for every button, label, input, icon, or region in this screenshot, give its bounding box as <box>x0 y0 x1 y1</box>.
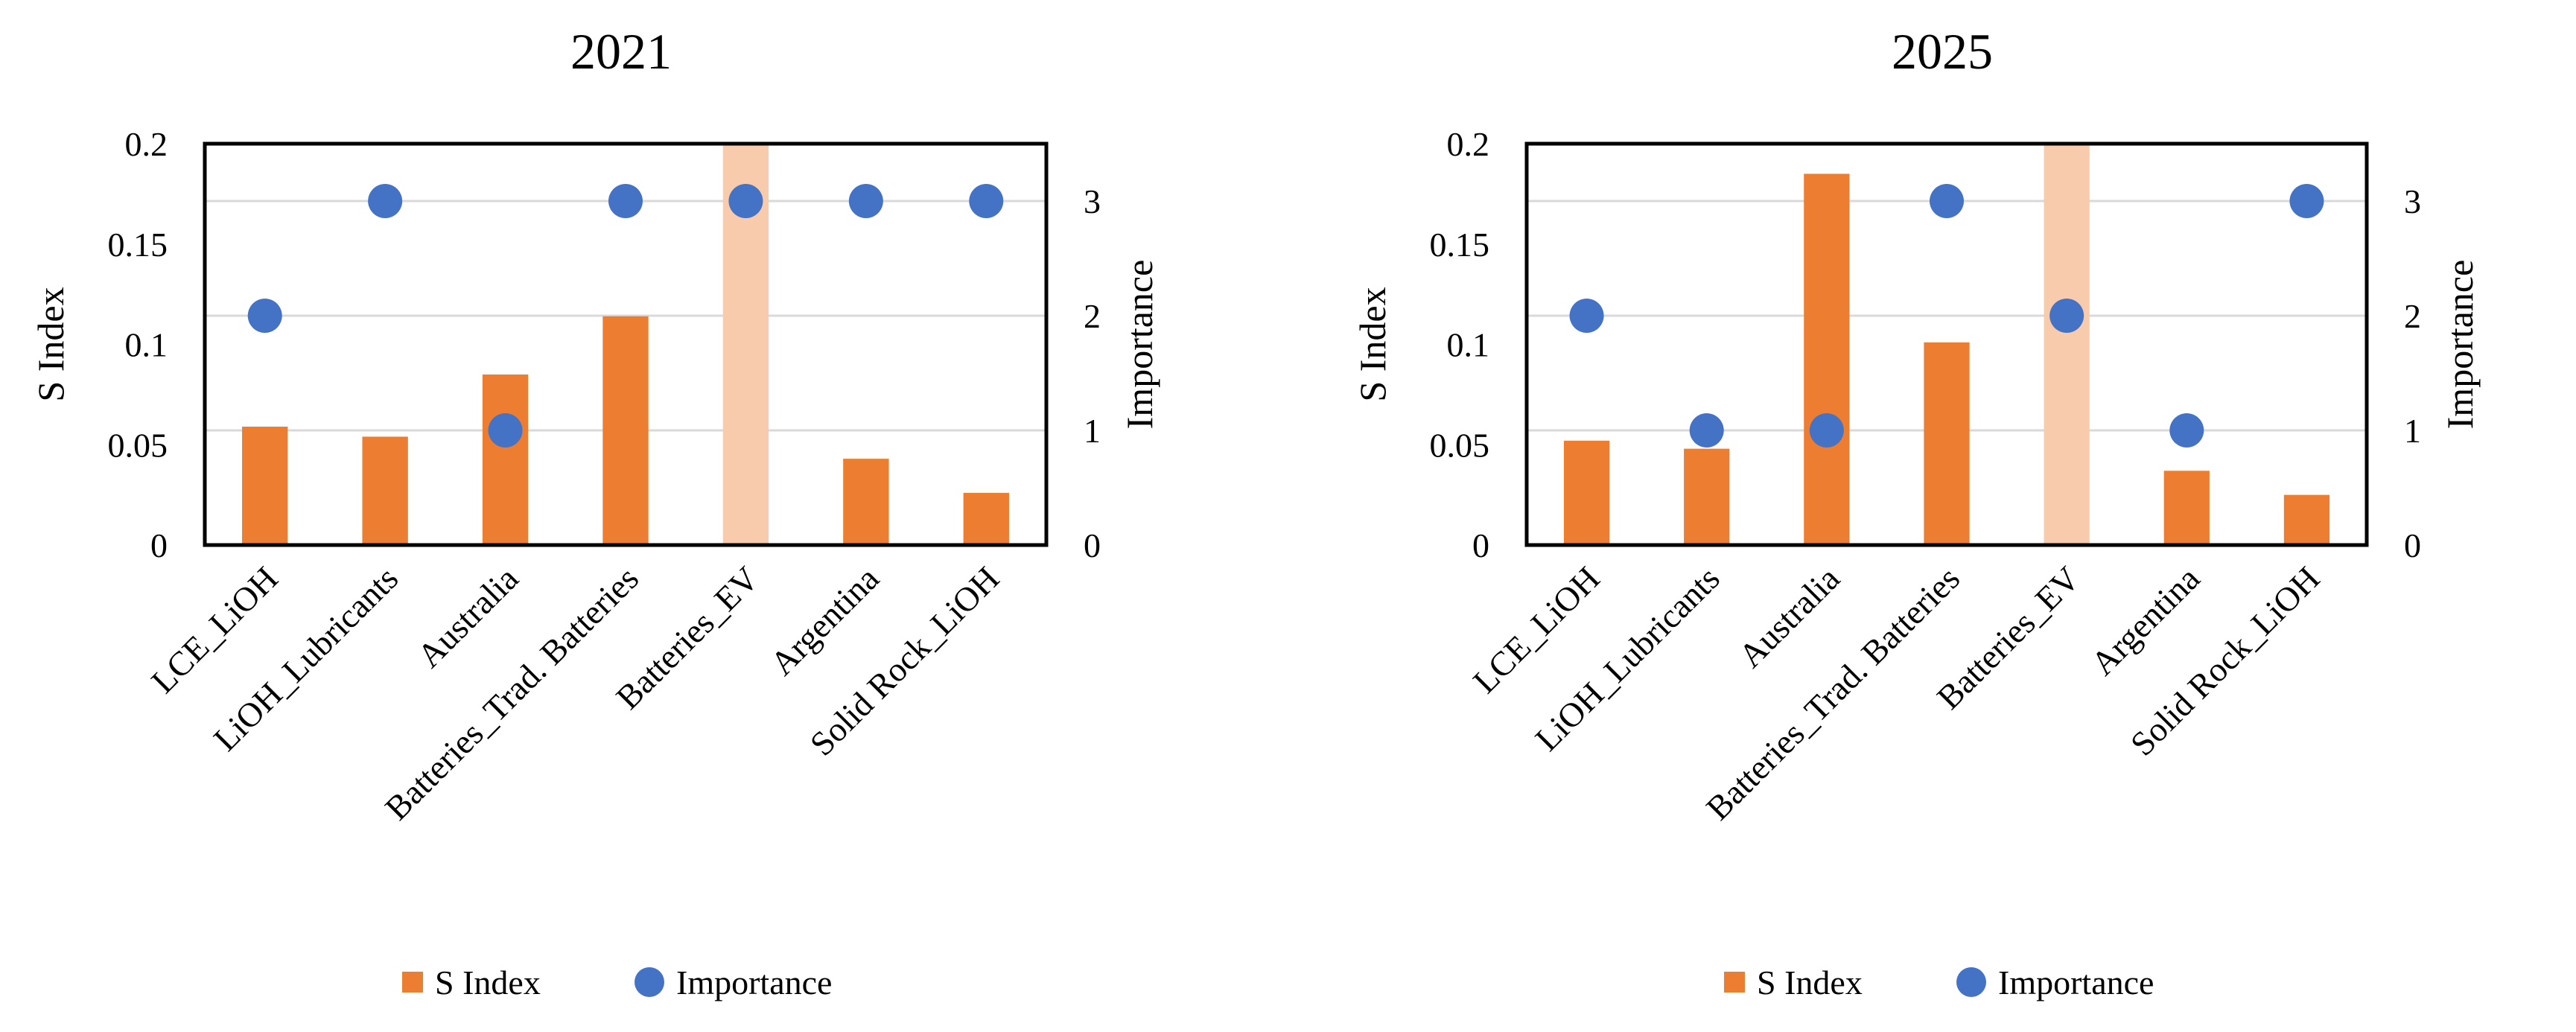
bar-Solid Rock_LiOH <box>2283 494 2330 545</box>
y-axis-title: S Index <box>1352 287 1393 401</box>
x-tick-label: Australia <box>1731 559 1847 675</box>
dot-Solid Rock_LiOH <box>2289 184 2324 218</box>
dot-LCE_LiOH <box>1569 299 1604 333</box>
chart-title: 2025 <box>1892 23 1993 80</box>
y-tick-label: 0 <box>150 526 168 564</box>
legend-swatch-s-index <box>402 972 423 993</box>
y-tick-label: 0 <box>1472 526 1489 564</box>
chart-2021: 2021 0 0.05 0.1 0.15 0.2 0 1 2 3 S Index Importance… <box>30 23 1160 1001</box>
y-tick-label: 0.15 <box>108 226 168 264</box>
legend-label-s-index: S Index <box>435 963 541 1001</box>
y2-tick-label: 0 <box>2404 526 2421 564</box>
legend-swatch-s-index <box>1724 972 1745 993</box>
bar-Solid Rock_LiOH <box>963 492 1009 545</box>
dot-Batteries_Trad. Batteries <box>608 184 643 218</box>
bar-Australia <box>1804 173 1850 546</box>
y2-tick-label: 2 <box>2404 297 2421 335</box>
dot-Australia <box>488 413 523 447</box>
y2-tick-label: 3 <box>1084 182 1101 220</box>
dot-Argentina <box>2169 413 2204 447</box>
bar-Batteries_EV <box>2044 144 2090 545</box>
legend-label-importance: Importance <box>1998 963 2154 1001</box>
y2-tick-label: 3 <box>2404 182 2421 220</box>
y2-tick-label: 0 <box>1084 526 1101 564</box>
bar-Argentina <box>843 459 889 545</box>
dot-LiOH_Lubricants <box>1689 413 1724 447</box>
bar-LiOH_Lubricants <box>362 436 408 545</box>
y-tick-label: 0.05 <box>1430 426 1490 464</box>
y-axis-title: S Index <box>30 287 71 401</box>
legend-swatch-importance <box>635 967 664 997</box>
legend: S Index Importance <box>402 963 832 1001</box>
x-tick-label: Argentina <box>2084 559 2207 683</box>
legend-label-s-index: S Index <box>1757 963 1863 1001</box>
chart-2025: 2025 0 0.05 0.1 0.15 0.2 0 1 2 3 S Index Importance… <box>1352 23 2481 1001</box>
dot-Australia <box>1809 413 1844 447</box>
chart-title: 2021 <box>570 23 672 80</box>
y-tick-label: 0.1 <box>125 326 168 364</box>
y-tick-label: 0.05 <box>108 426 168 464</box>
y-tick-label: 0.2 <box>1447 125 1490 163</box>
plot-frame <box>203 141 1049 547</box>
dot-Solid Rock_LiOH <box>969 184 1004 218</box>
bar-LCE_LiOH <box>242 426 288 545</box>
dot-LCE_LiOH <box>247 299 282 333</box>
x-tick-label: Argentina <box>763 559 886 683</box>
bar-Batteries_Trad. Batteries <box>1924 342 1970 545</box>
y2-axis-title: Importance <box>2439 260 2481 430</box>
dot-Batteries_Trad. Batteries <box>1930 184 1964 218</box>
dot-Argentina <box>848 184 883 218</box>
y-tick-label: 0.2 <box>125 125 168 163</box>
y2-tick-label: 1 <box>1084 412 1101 450</box>
y-tick-label: 0.1 <box>1447 326 1490 364</box>
bar-Australia <box>482 374 529 545</box>
dot-Batteries_EV <box>728 184 763 218</box>
legend-swatch-importance <box>1956 967 1986 997</box>
y2-tick-label: 1 <box>2404 412 2421 450</box>
y2-tick-label: 2 <box>1084 297 1101 335</box>
dot-LiOH_Lubricants <box>368 184 403 218</box>
legend: S Index Importance <box>1724 963 2154 1001</box>
bar-Argentina <box>2163 471 2210 545</box>
x-tick-label: Australia <box>410 559 525 675</box>
bar-LiOH_Lubricants <box>1684 448 1730 545</box>
plot-frame <box>1524 141 2369 547</box>
legend-label-importance: Importance <box>676 963 832 1001</box>
bar-LCE_LiOH <box>1563 440 1610 545</box>
y2-axis-title: Importance <box>1119 260 1160 430</box>
dot-Batteries_EV <box>2049 299 2084 333</box>
y-tick-label: 0.15 <box>1430 226 1490 264</box>
bar-Batteries_Trad. Batteries <box>602 316 649 545</box>
